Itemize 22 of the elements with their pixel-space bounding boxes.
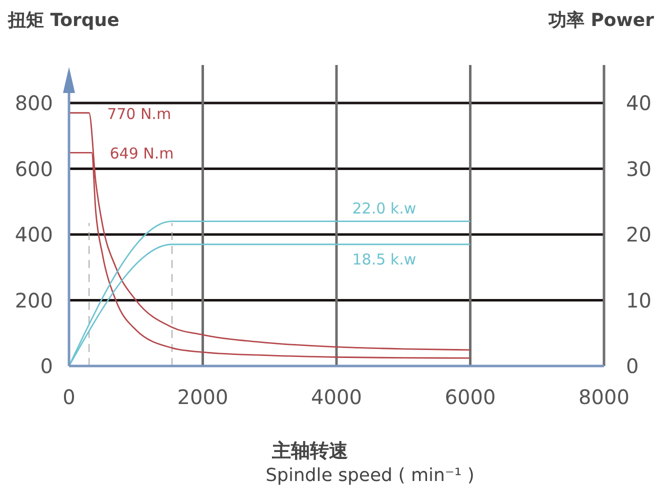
y2-tick-label: 40	[626, 91, 652, 115]
y2-tick-label: 20	[626, 222, 652, 246]
annotation: 22.0 k.w	[352, 199, 416, 218]
y-tick-label: 200	[14, 288, 53, 312]
x-tick-label: 4000	[311, 385, 362, 409]
y2-tick-label: 0	[626, 354, 639, 378]
x-tick-label: 6000	[444, 385, 496, 409]
y2-axis-title: 功率 Power	[547, 10, 654, 31]
annotation: 770 N.m	[107, 104, 172, 123]
y-tick-label: 600	[14, 156, 53, 181]
x-axis-title: 主轴转速 Spindle speed ( min⁻¹ )	[266, 440, 474, 486]
annotation: 18.5 k.w	[352, 250, 416, 268]
y-tick-label: 400	[14, 222, 53, 246]
x-tick-label: 2000	[177, 385, 228, 409]
x-tick-label: 8000	[578, 385, 630, 409]
y-tick-label: 800	[14, 91, 53, 115]
x-tick-label: 0	[62, 385, 76, 409]
y-axis-title: 扭矩 Torque	[7, 10, 120, 31]
y-tick-label: 0	[40, 354, 53, 378]
y2-tick-label: 10	[626, 288, 652, 312]
y2-tick-label: 30	[626, 156, 652, 181]
annotation: 649 N.m	[110, 144, 174, 163]
